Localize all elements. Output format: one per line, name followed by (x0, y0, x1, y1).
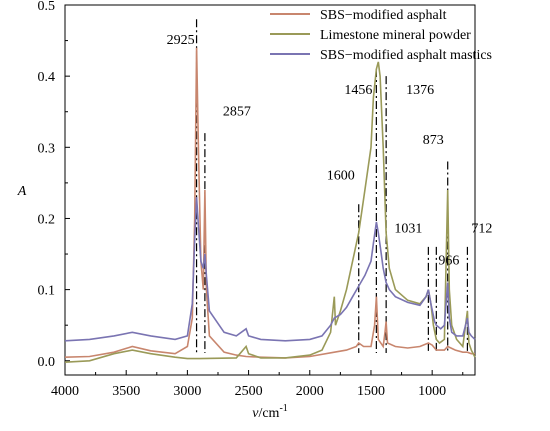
x-tick-label: 3500 (112, 384, 140, 399)
x-tick-label: 3000 (173, 384, 201, 399)
peak-label: 966 (438, 254, 459, 269)
series-line-2 (64, 197, 476, 342)
x-axis-title-unit: /cm (258, 406, 279, 421)
peak-labels: 2925 2857 1600 1456 1376 1031 966 873 712 (167, 33, 493, 269)
peak-label: 2925 (167, 33, 195, 48)
peak-label: 873 (423, 133, 444, 148)
x-tick-label: 1500 (357, 384, 385, 399)
series-lines (64, 47, 476, 363)
series-line-1 (64, 61, 476, 363)
x-axis-title-exponent: -1 (279, 403, 287, 414)
x-tick-label: 2500 (235, 384, 263, 399)
x-tick-label: 4000 (51, 384, 79, 399)
legend-label: SBS−modified asphalt mastics (320, 48, 492, 63)
legend-label: Limestone mineral powder (320, 28, 471, 43)
peak-label: 1456 (344, 83, 372, 98)
y-axis-title: A (17, 184, 27, 199)
y-tick-label: 0.2 (38, 212, 56, 227)
legend-label: SBS−modified asphalt (320, 8, 447, 23)
y-tick-label: 0.0 (38, 355, 56, 370)
x-tick-label: 2000 (296, 384, 324, 399)
plot-frame (64, 4, 476, 376)
x-tick-label: 1000 (418, 384, 446, 399)
peak-label: 712 (471, 222, 492, 237)
x-axis-title: v/cm-1 (252, 403, 288, 421)
y-tick-label: 0.4 (38, 70, 56, 85)
y-tick-label: 0.1 (38, 284, 56, 299)
peak-lines (195, 19, 469, 353)
axis-ticks: 4000 3500 3000 2500 2000 1500 1000 0.0 0.1 0.2 0.3… (38, 0, 464, 399)
peak-label: 1600 (327, 168, 355, 183)
x-axis-title-symbol: v (252, 406, 259, 421)
peak-label: 2857 (223, 104, 251, 119)
y-tick-label: 0.5 (38, 0, 56, 14)
y-tick-label: 0.3 (38, 141, 56, 156)
peak-label: 1376 (406, 83, 434, 98)
peak-label: 1031 (394, 222, 422, 237)
legend: SBS−modified asphalt Limestone mineral po… (270, 8, 492, 63)
